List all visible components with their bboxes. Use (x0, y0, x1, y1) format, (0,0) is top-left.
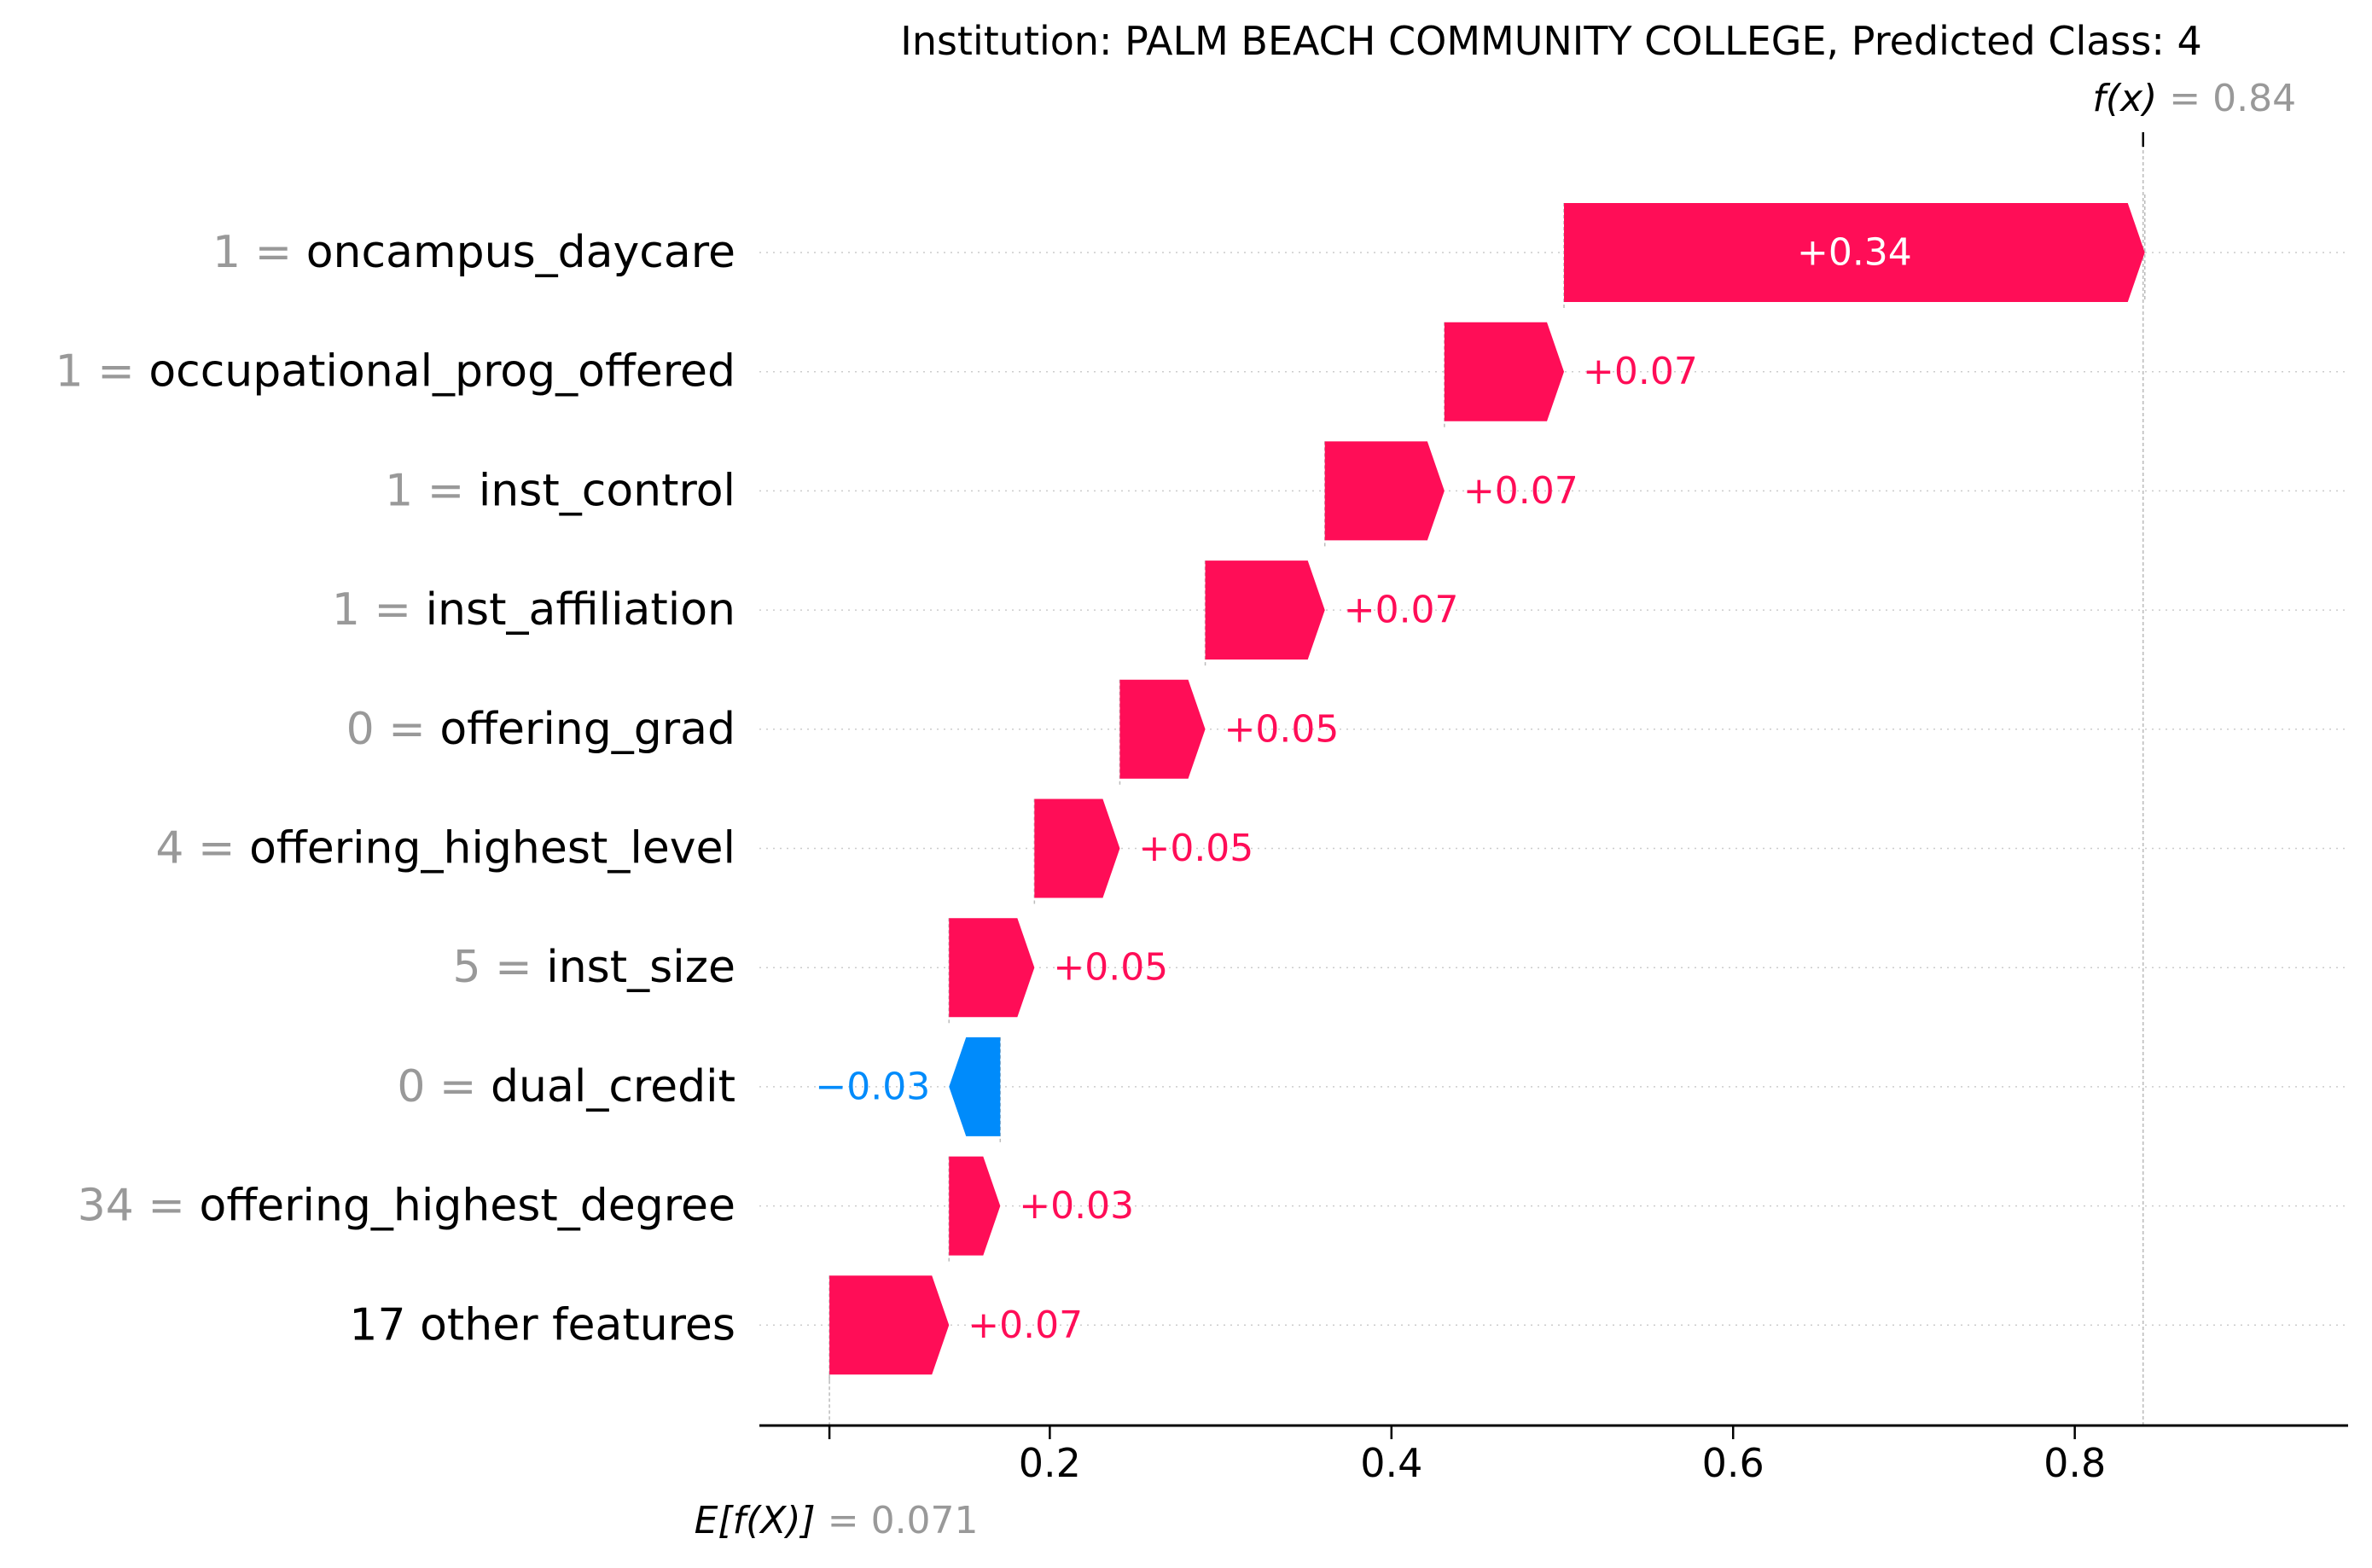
waterfall-bar (1205, 560, 1325, 660)
waterfall-bar (949, 1156, 1001, 1256)
feature-label: 1 = occupational_prog_offered (55, 346, 735, 398)
waterfall-bar (1444, 322, 1565, 421)
feature-value: 1 (332, 584, 360, 636)
feature-value: 0 (346, 704, 375, 755)
feature-name: inst_size (546, 942, 735, 993)
chart-title: Institution: PALM BEACH COMMUNITY COLLEG… (900, 18, 2201, 64)
waterfall-bar (949, 1037, 1001, 1136)
waterfall-bar (829, 1275, 950, 1375)
feature-name: dual_credit (491, 1061, 735, 1112)
feature-value: 0 (397, 1061, 425, 1112)
shap-value-label: +0.34 (1797, 231, 1912, 275)
waterfall-bar (1034, 799, 1120, 898)
x-tick-label: 0.2 (1019, 1440, 1081, 1486)
feature-label: 4 = offering_highest_level (155, 823, 735, 874)
feature-name: 17 other features (349, 1299, 735, 1350)
output-value-label: f(x) = 0.84 (2092, 77, 2296, 120)
feature-label: 1 = oncampus_daycare (212, 227, 735, 278)
base-value-prefix: E[f(X)] (695, 1499, 816, 1542)
feature-value: 5 (453, 942, 481, 993)
feature-label: 17 other features (349, 1299, 735, 1350)
feature-value: 4 (155, 823, 183, 874)
base-value-label: E[f(X)] = 0.071 (695, 1499, 979, 1542)
feature-label: 1 = inst_affiliation (332, 584, 735, 636)
waterfall-bar (1564, 203, 2145, 302)
waterfall-bar (1324, 441, 1445, 541)
feature-value: 1 (212, 227, 241, 278)
shap-value-label: +0.03 (1019, 1184, 1134, 1228)
feature-label: 0 = offering_grad (346, 704, 735, 755)
feature-name: inst_affiliation (426, 584, 735, 636)
value-markers: E[f(X)] = 0.071 f(x) = 0.84 (695, 77, 2296, 1542)
feature-name: inst_control (479, 465, 735, 516)
base-value-number: 0.071 (871, 1499, 979, 1542)
feature-name: offering_highest_degree (200, 1181, 736, 1232)
feature-name: occupational_prog_offered (148, 346, 735, 398)
row-gridlines (759, 252, 2348, 1327)
waterfall-bar (1119, 679, 1206, 779)
feature-label: 5 = inst_size (453, 942, 735, 993)
shap-value-label: +0.07 (1344, 589, 1459, 632)
feature-label: 0 = dual_credit (397, 1061, 735, 1112)
shap-value-label: +0.05 (1224, 707, 1340, 751)
feature-name: oncampus_daycare (306, 227, 735, 278)
shap-value-label: −0.03 (815, 1065, 930, 1108)
feature-label: 34 = offering_highest_degree (78, 1181, 735, 1232)
feature-name: offering_grad (439, 704, 735, 755)
x-axis: 0.2 0.4 0.6 0.8 (759, 1424, 2348, 1486)
x-tick-label: 0.4 (1360, 1440, 1422, 1486)
output-value-prefix: f(x) (2092, 77, 2157, 120)
feature-value: 34 (78, 1181, 134, 1232)
output-value-number: 0.84 (2212, 77, 2296, 120)
shap-value-label: +0.05 (1138, 827, 1253, 870)
feature-label: 1 = inst_control (385, 465, 735, 516)
x-tick-label: 0.8 (2044, 1440, 2106, 1486)
shap-value-label: +0.07 (1463, 469, 1578, 513)
feature-name: offering_highest_level (249, 823, 735, 874)
bars: +0.34 +0.07 +0.07 +0.07 +0.05 +0.05 +0.05 −0.03… (815, 203, 2145, 1375)
x-tick-label: 0.6 (1702, 1440, 1764, 1486)
shap-value-label: +0.07 (968, 1304, 1083, 1347)
feature-labels: 1 = oncampus_daycare 1 = occupational_pro… (55, 227, 735, 1350)
feature-value: 1 (55, 346, 84, 398)
feature-value: 1 (385, 465, 413, 516)
shap-value-label: +0.07 (1583, 350, 1698, 393)
shap-value-label: +0.05 (1053, 946, 1168, 990)
waterfall-bar (949, 918, 1035, 1018)
